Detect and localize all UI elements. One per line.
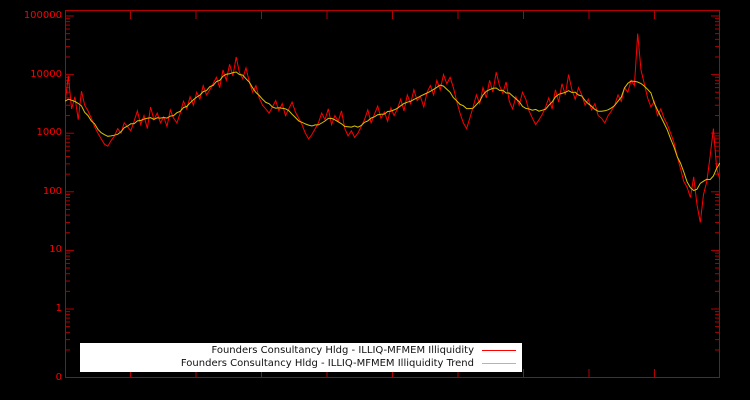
plot-border	[65, 10, 720, 378]
y-axis-tick-label: 0	[55, 372, 62, 383]
plot-canvas	[65, 10, 720, 378]
legend-label-trend: Founders Consultancy Hldg - ILLIQ-MFMEM …	[180, 358, 474, 369]
trend-series-line	[65, 71, 720, 192]
y-axis-tick-label: 1	[55, 303, 62, 314]
y-axis-tick-label: 1000	[36, 127, 62, 139]
y-axis-tick-label: 10000	[30, 68, 62, 80]
plot-area	[65, 10, 720, 378]
y-axis-tick-label: 100	[42, 185, 62, 197]
legend-row-illiquidity: Founders Consultancy Hldg - ILLIQ-MFMEM …	[86, 344, 516, 357]
legend-label-illiquidity: Founders Consultancy Hldg - ILLIQ-MFMEM …	[211, 345, 474, 356]
legend-line-sample-trend	[482, 363, 516, 364]
illiquidity-series-line	[65, 33, 720, 223]
legend-line-sample-illiquidity	[482, 350, 516, 351]
legend-row-trend: Founders Consultancy Hldg - ILLIQ-MFMEM …	[86, 357, 516, 370]
y-axis-tick-label: 10	[49, 244, 62, 256]
y-axis-tick-label: 100000	[23, 10, 62, 21]
legend: Founders Consultancy Hldg - ILLIQ-MFMEM …	[80, 343, 522, 372]
